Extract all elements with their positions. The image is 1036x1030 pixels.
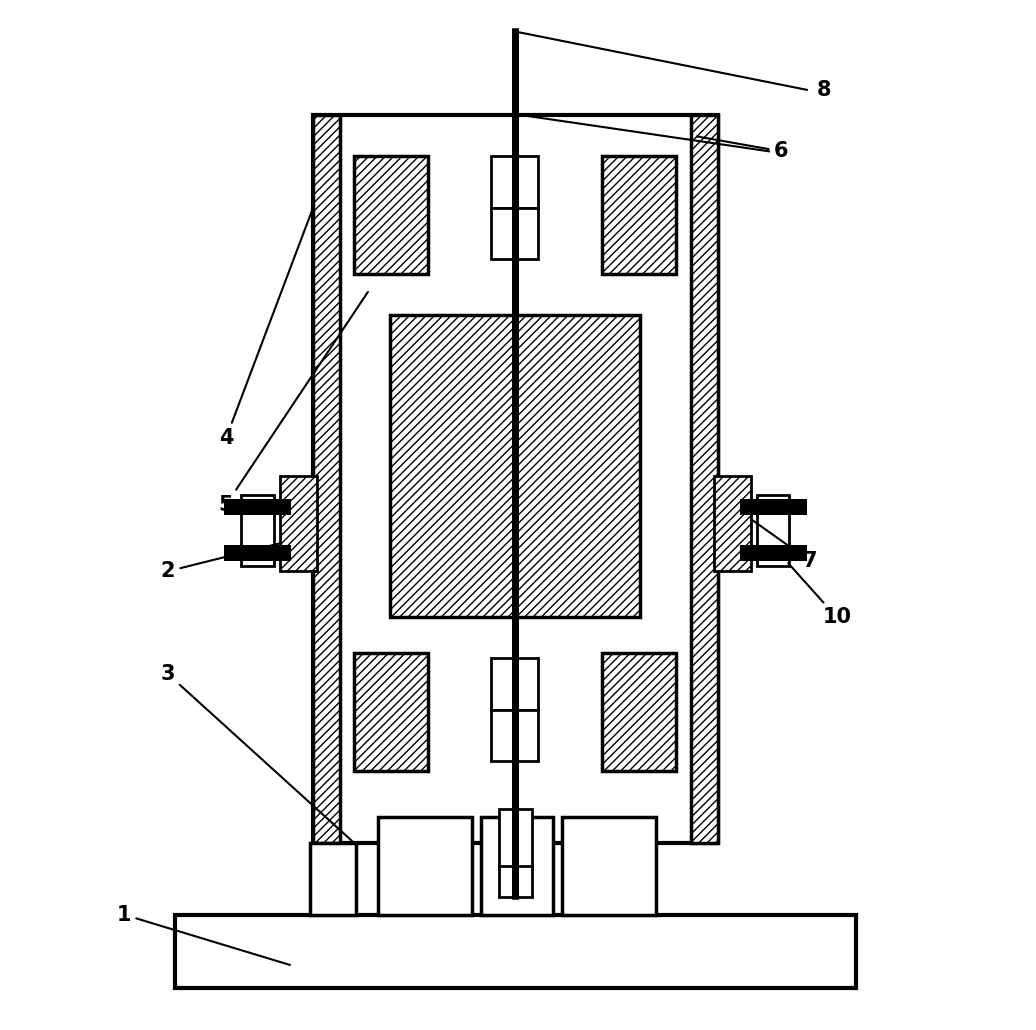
Bar [313, 115, 340, 843]
Text: 5: 5 [219, 291, 368, 515]
Bar [281, 476, 317, 572]
Text: 1: 1 [116, 904, 290, 965]
Bar [741, 545, 807, 561]
Text: 3: 3 [161, 663, 352, 840]
Bar [390, 315, 640, 617]
Bar [491, 658, 539, 710]
Bar [756, 494, 789, 566]
Bar [310, 843, 356, 915]
Bar [498, 809, 533, 868]
Bar [714, 476, 750, 572]
Bar [224, 499, 290, 515]
Bar [491, 208, 539, 259]
Bar [175, 915, 856, 989]
Text: 8: 8 [817, 80, 832, 100]
Text: 2: 2 [161, 544, 280, 581]
Bar [741, 499, 807, 515]
Bar [241, 494, 275, 566]
Text: 7: 7 [752, 520, 817, 571]
Bar [491, 710, 539, 761]
Bar [313, 115, 718, 843]
Bar [602, 653, 675, 771]
Bar [602, 157, 675, 274]
Text: 6: 6 [697, 136, 788, 162]
Text: 10: 10 [788, 563, 852, 627]
Bar [491, 157, 539, 208]
Text: 4: 4 [219, 210, 312, 448]
Bar [354, 157, 428, 274]
Bar [498, 866, 533, 897]
Bar [224, 545, 290, 561]
Bar [563, 817, 656, 915]
Bar [481, 817, 553, 915]
Bar [691, 115, 718, 843]
Bar [378, 817, 472, 915]
Bar [354, 653, 428, 771]
